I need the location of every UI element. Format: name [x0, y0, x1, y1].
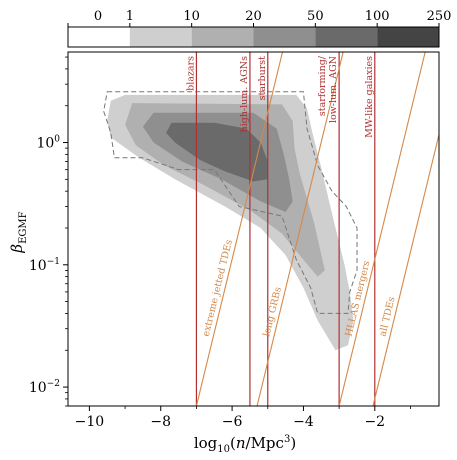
vertical-line-label: starforming/: [317, 55, 328, 116]
x-tick-label: −8: [150, 414, 171, 430]
diagonal-line-label: long GRBs: [261, 286, 284, 338]
diagonal-line: [256, 52, 344, 406]
vertical-line-label: MW-like galaxies: [364, 56, 375, 138]
colorbar-cells: [67, 26, 440, 48]
colorbar-label: 50: [307, 9, 324, 24]
vertical-line-label: starburst: [257, 56, 268, 101]
y-tick-label: 100: [36, 135, 60, 152]
colorbar-cell: [315, 27, 378, 47]
vertical-line-label: blazars: [185, 56, 196, 91]
colorbar-label: 0: [94, 9, 102, 24]
dashed-contour-group: [103, 91, 358, 314]
contour-level: [166, 122, 268, 182]
x-tick-label: −4: [293, 414, 314, 430]
plot-area: blazars high-lum. AGNs starburst starformin…: [29, 51, 440, 430]
colorbar-cell: [191, 27, 254, 47]
colorbar-label: 20: [245, 9, 262, 24]
dashed-contour: [103, 91, 358, 314]
y-tick-label: 10−1: [29, 257, 60, 274]
x-tick-label: −2: [364, 414, 385, 430]
x-axis-ticks: −10 −8 −6 −4 −2: [75, 406, 411, 430]
colorbar-label: 10: [183, 9, 200, 24]
vertical-line-labels: blazars high-lum. AGNs starburst starformin…: [185, 55, 374, 138]
y-axis-ticks: 10−2 10−1 100: [29, 56, 68, 407]
colorbar-cell: [68, 27, 130, 47]
diagonal-line: [372, 132, 439, 406]
y-axis-label: βEGMF: [8, 211, 29, 253]
x-tick-label: −10: [75, 414, 105, 430]
colorbar-labels: 0 1 10 20 50 100 250: [67, 9, 452, 27]
diagonal-lines: [195, 52, 439, 406]
plot-frame: [67, 51, 440, 407]
vertical-line-label: high-lum. AGNs: [239, 56, 250, 133]
colorbar-label: 1: [126, 9, 134, 24]
diagonal-line: [338, 52, 426, 406]
x-tick-label: −6: [222, 414, 243, 430]
colorbar-cell: [377, 27, 439, 47]
diagonal-line-label: extreme jetted TDEs: [201, 239, 235, 338]
colorbar: 0 1 10 20 50 100 250: [67, 9, 452, 48]
colorbar-cell: [253, 27, 316, 47]
vertical-line-label: low-lum. AGN: [328, 56, 339, 123]
diagonal-line: [195, 52, 284, 406]
x-axis-label: log10(n/Mpc3): [194, 434, 296, 455]
colorbar-label: 100: [365, 9, 390, 24]
y-tick-label: 10−2: [29, 379, 60, 396]
density-contours: [107, 94, 354, 351]
colorbar-label: 250: [427, 9, 452, 24]
colorbar-cell: [129, 27, 192, 47]
